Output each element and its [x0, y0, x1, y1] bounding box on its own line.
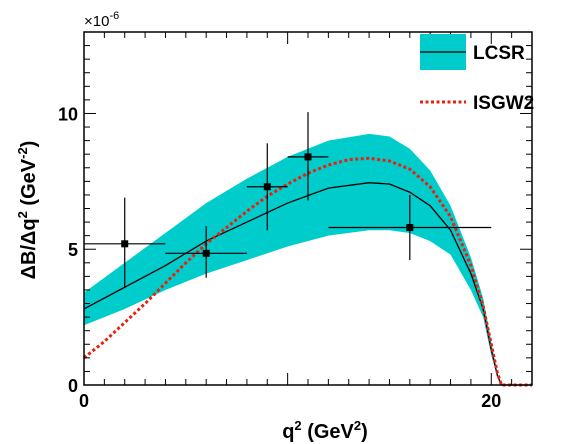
- lcsr-band: [84, 133, 502, 385]
- legend-entry-isgw2: ISGW2: [420, 93, 534, 114]
- data-point-4: [406, 224, 414, 232]
- plot-layer: 0 20 0 5 10: [58, 31, 533, 411]
- y-exponent-label: ×10-6: [84, 10, 119, 30]
- x-tick-label: 0: [79, 391, 89, 411]
- data-point-2: [263, 183, 271, 191]
- legend-entry-lcsr: LCSR: [420, 34, 525, 70]
- lcsr-central-line: [83, 182, 532, 386]
- data-point-3: [304, 153, 312, 161]
- data-point-0: [121, 240, 129, 248]
- x-axis-title: q2 (GeV2): [282, 418, 368, 443]
- legend: LCSR ISGW2: [420, 34, 534, 114]
- x-tick-label: 20: [481, 391, 501, 411]
- legend-isgw2-label: ISGW2: [473, 93, 534, 114]
- legend-lcsr-label: LCSR: [473, 43, 525, 64]
- y-axis-title: ΔB/Δq2 (GeV-2): [15, 141, 40, 280]
- isgw2-line: [83, 156, 532, 387]
- data-point-1: [202, 249, 210, 257]
- y-tick-label: 10: [58, 104, 78, 124]
- y-tick-label: 5: [68, 240, 78, 260]
- y-tick-label: 0: [68, 376, 78, 396]
